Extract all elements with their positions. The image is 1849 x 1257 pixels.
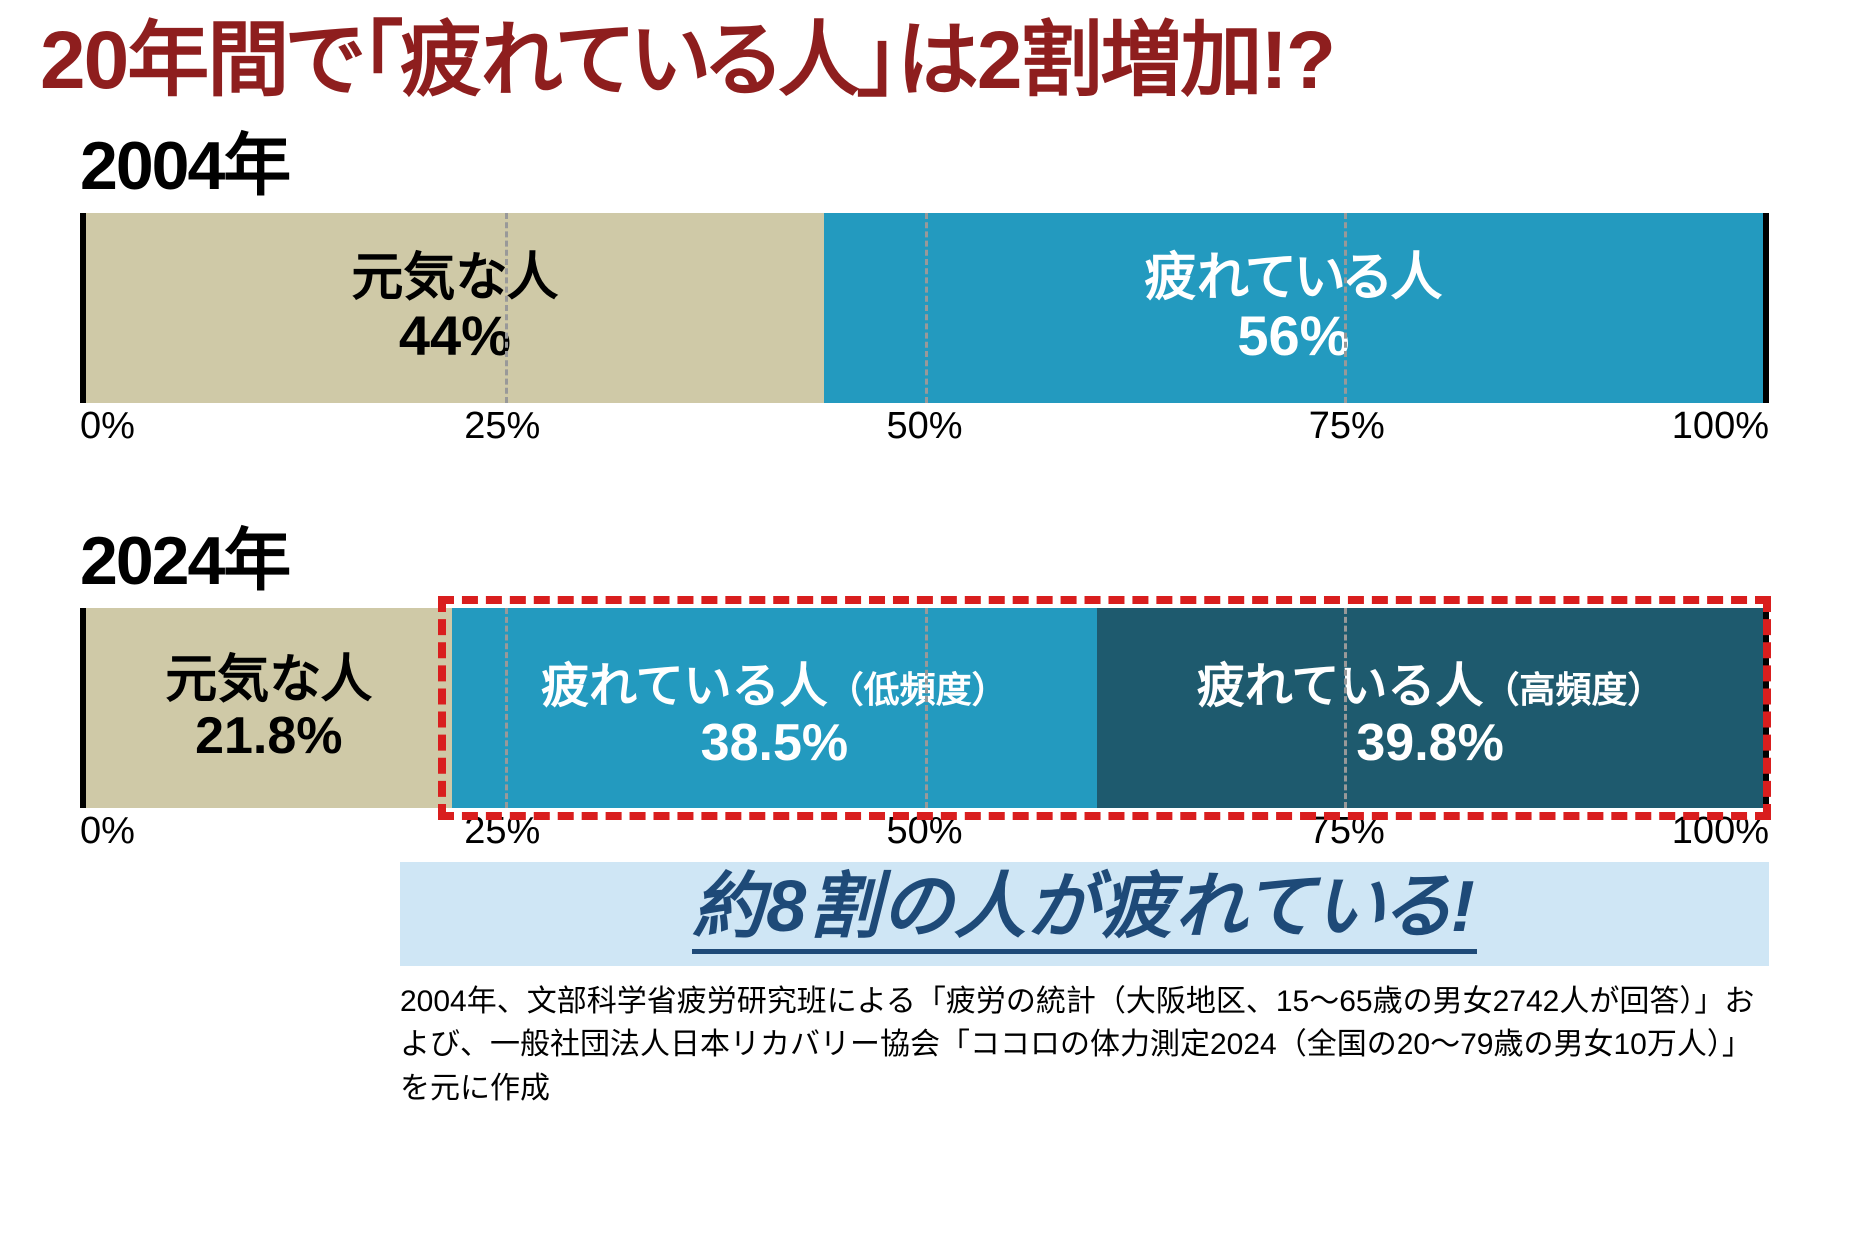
- segment-percent: 38.5%: [701, 716, 848, 771]
- axis-tick: 75%: [1309, 810, 1385, 853]
- axis-tick: 0%: [80, 810, 135, 853]
- bar-2004: 元気な人44%疲れている人56%: [80, 213, 1769, 403]
- main-title: 20年間で「疲れている人」は2割増加!?: [40, 20, 1809, 102]
- callout-strip: 約8割の人が疲れている!: [400, 862, 1769, 966]
- axis-tick: 0%: [80, 405, 135, 448]
- axis-tick: 25%: [464, 810, 540, 853]
- axis-2024: 0% 25% 50% 75% 100%: [80, 810, 1769, 854]
- bar-segment: 疲れている人（高頻度）39.8%: [1097, 608, 1763, 808]
- bar-segment: 元気な人21.8%: [86, 608, 452, 808]
- bar-segment: 元気な人44%: [86, 213, 824, 403]
- callout-text: 約8割の人が疲れている!: [692, 866, 1477, 954]
- source-note: 2004年、文部科学省疲労研究班による「疲労の統計（大阪地区、15〜65歳の男女…: [400, 980, 1769, 1111]
- bar-2024: 元気な人21.8%疲れている人（低頻度）38.5%疲れている人（高頻度）39.8…: [80, 608, 1769, 808]
- segment-percent: 39.8%: [1356, 716, 1503, 771]
- segment-percent: 21.8%: [195, 709, 342, 764]
- axis-tick: 75%: [1309, 405, 1385, 448]
- bar-segment: 疲れている人56%: [824, 213, 1763, 403]
- segment-label: 疲れている人（高頻度）: [1197, 646, 1664, 716]
- segment-label: 疲れている人: [1144, 250, 1442, 307]
- segment-percent: 44%: [399, 307, 511, 366]
- chart-2024: 元気な人21.8%疲れている人（低頻度）38.5%疲れている人（高頻度）39.8…: [80, 608, 1769, 854]
- axis-tick: 50%: [886, 810, 962, 853]
- axis-2004: 0% 25% 50% 75% 100%: [80, 405, 1769, 449]
- segment-percent: 56%: [1237, 307, 1349, 366]
- segment-label: 元気な人: [351, 250, 558, 307]
- axis-tick: 25%: [464, 405, 540, 448]
- year-label-2004: 2004年: [80, 110, 1809, 209]
- axis-tick: 100%: [1672, 405, 1769, 448]
- segment-label: 元気な人: [165, 652, 372, 709]
- axis-tick: 100%: [1672, 810, 1769, 853]
- bar-segment: 疲れている人（低頻度）38.5%: [452, 608, 1098, 808]
- axis-tick: 50%: [886, 405, 962, 448]
- year-label-2024: 2024年: [80, 505, 1809, 604]
- chart-2004: 元気な人44%疲れている人56% 0%25%50%75%100%: [80, 213, 1769, 449]
- segment-label: 疲れている人（低頻度）: [541, 646, 1008, 716]
